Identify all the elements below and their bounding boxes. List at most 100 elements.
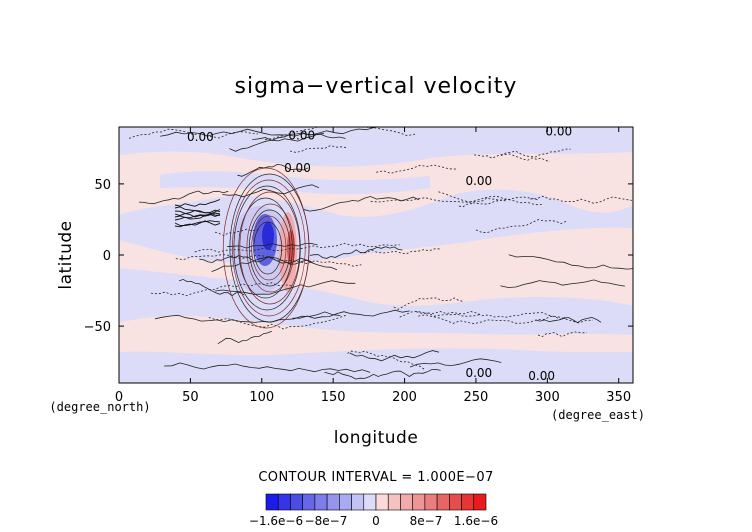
colorbar-swatch: [314, 493, 328, 511]
contour-line: [214, 228, 261, 237]
contour-line: [227, 242, 318, 249]
contour-label: 0.00: [545, 124, 572, 138]
contour-line: [416, 310, 567, 320]
y-unit-label: (degree_north): [49, 400, 150, 414]
colorbar-swatch: [363, 493, 377, 511]
contour-line: [292, 309, 410, 319]
colorbar-tick-label: −8e−7: [305, 514, 348, 528]
blue-core: [262, 222, 274, 250]
x-unit-label: (degree_east): [551, 408, 645, 422]
contour-label: 0.00: [288, 129, 315, 143]
colorbar-swatch: [326, 493, 340, 511]
chart-title: sigma−vertical velocity: [235, 74, 518, 99]
colorbar-swatch: [412, 493, 426, 511]
contour-line: [252, 132, 325, 142]
y-tick-label: 50: [94, 178, 111, 193]
x-tick-label: 100: [249, 390, 274, 405]
colorbar-swatch: [400, 493, 413, 511]
colorbar-swatch: [387, 493, 401, 511]
contour-line: [324, 369, 441, 380]
contour-ring: [253, 221, 283, 275]
red-core: [287, 230, 295, 266]
contour-line: [217, 330, 272, 345]
y-tick-label: −50: [84, 320, 111, 335]
contour-line: [360, 248, 442, 255]
contour-ring: [248, 209, 291, 287]
contour-label: 0.00: [465, 174, 492, 188]
contour-label: 0.00: [187, 130, 214, 144]
colorbar-tick-label: 0: [372, 514, 380, 528]
colorbar-tick-label: 1.6e−6: [454, 514, 498, 528]
x-tick-label: 250: [464, 390, 489, 405]
contour-line: [138, 190, 229, 205]
contour-ring: [246, 203, 295, 293]
contour-line: [347, 350, 425, 370]
colorbar-swatch: [461, 493, 475, 511]
colorbar-swatch: [436, 493, 450, 511]
contour-line: [178, 278, 245, 297]
contour-line: [215, 280, 356, 295]
x-tick-label: 350: [606, 390, 631, 405]
contour-ring: [239, 191, 301, 305]
contour-line: [303, 196, 420, 212]
contour-line: [174, 210, 221, 218]
contour-ring: [232, 179, 306, 317]
contour-line: [349, 350, 440, 362]
field-region: [119, 127, 633, 167]
colorbar-swatch: [277, 493, 291, 511]
colorbar-tick-label: −1.6e−6: [249, 514, 303, 528]
colorbar-swatch: [351, 493, 365, 511]
field-region: [119, 348, 633, 383]
contour-label: 0.00: [465, 366, 492, 380]
contour-line: [150, 282, 293, 297]
contour-line: [211, 256, 338, 273]
field-region: [160, 171, 430, 195]
contour-line: [537, 331, 587, 338]
colorbar-swatch: [424, 493, 438, 511]
x-tick-label: 50: [182, 390, 199, 405]
plot-area: [119, 127, 633, 383]
contour-line: [229, 132, 346, 152]
contour-line: [530, 195, 632, 204]
x-tick-label: 150: [321, 390, 346, 405]
contour-line: [409, 358, 502, 368]
colorbar: [265, 493, 487, 511]
colorbar-swatch: [473, 493, 487, 511]
contour-ring: [222, 167, 310, 329]
x-axis-label: longitude: [334, 428, 419, 448]
contour-label: 0.00: [528, 369, 555, 383]
contour-ring: [233, 185, 301, 311]
contour-line: [174, 199, 221, 207]
contour-line: [174, 220, 221, 228]
contour-line: [399, 310, 481, 318]
x-tick-label: 200: [392, 390, 417, 405]
velocity-field: [119, 127, 633, 383]
colorbar-swatch: [265, 493, 279, 511]
contour-line: [309, 246, 403, 259]
contour-line: [265, 127, 416, 141]
contour-labels: 0.00 0.00 0.00 0.00 0.00 0.00 0.00: [187, 124, 572, 383]
contour-line: [500, 279, 625, 288]
contour-line: [458, 197, 508, 208]
contour-line: [237, 163, 309, 177]
contour-line: [508, 254, 633, 270]
y-tick-label: 0: [103, 249, 111, 264]
colorbar-swatch: [302, 493, 316, 511]
x-tick-label: 0: [115, 390, 123, 405]
contour-lines: [128, 127, 633, 380]
colorbar-ticks: −1.6e−6 −8e−7 0 8e−7 1.6e−6: [249, 514, 498, 528]
contour-line: [164, 362, 371, 373]
colorbar-swatch: [375, 493, 389, 511]
y-axis: −50 0 50: [84, 178, 633, 335]
contour-line: [500, 148, 571, 158]
y-axis-label: latitude: [56, 220, 76, 289]
x-tick-label: 300: [535, 390, 560, 405]
contour-line: [438, 191, 538, 205]
colorbar-swatch: [290, 493, 303, 511]
contour-line: [174, 209, 221, 221]
contour-line: [194, 242, 400, 253]
contour-line: [174, 213, 221, 219]
colorbar-tick-label: 8e−7: [410, 514, 443, 528]
contour-line: [474, 153, 551, 162]
